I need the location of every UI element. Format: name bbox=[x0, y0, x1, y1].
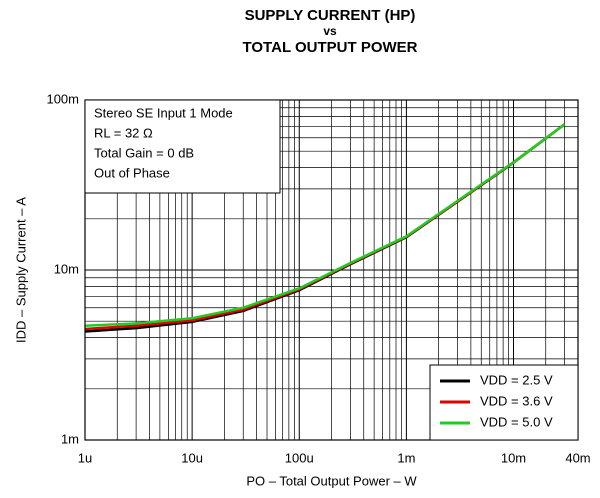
x-tick-label: 100u bbox=[285, 450, 314, 465]
legend-label: VDD = 3.6 V bbox=[480, 393, 553, 408]
chart-title: SUPPLY CURRENT (HP) bbox=[245, 7, 416, 24]
annotation-text: Stereo SE Input 1 Mode bbox=[94, 105, 233, 120]
chart-title: TOTAL OUTPUT POWER bbox=[243, 39, 418, 56]
series-line bbox=[84, 123, 566, 327]
overlay: 1u 10u 100u 1m 10m 40m 1m 10m 100m Stereo SE Inpu… bbox=[13, 91, 590, 488]
x-tick-label: 1m bbox=[397, 450, 415, 465]
annotation-box bbox=[84, 99, 281, 194]
annotation-text: RL = 32 Ω bbox=[94, 125, 153, 140]
y-tick-label: 10m bbox=[54, 261, 79, 276]
x-axis-label: PO – Total Output Power – W bbox=[246, 473, 417, 488]
x-tick-label: 10u bbox=[181, 450, 203, 465]
x-tick-label: 10m bbox=[501, 450, 526, 465]
legend-label: VDD = 5.0 V bbox=[480, 414, 553, 429]
annotation-text: Out of Phase bbox=[94, 165, 170, 180]
y-tick-label: 100m bbox=[46, 91, 79, 106]
chart-title: vs bbox=[323, 24, 337, 38]
x-tick-label: 40m bbox=[565, 450, 590, 465]
lines bbox=[84, 123, 566, 333]
x-tick-label: 1u bbox=[78, 450, 92, 465]
legend-label: VDD = 2.5 V bbox=[480, 372, 553, 387]
y-tick-label: 1m bbox=[61, 431, 79, 446]
y-axis-label: IDD – Supply Current – A bbox=[13, 197, 28, 343]
annotation-text: Total Gain = 0 dB bbox=[94, 145, 194, 160]
plot-frame bbox=[84, 99, 579, 441]
